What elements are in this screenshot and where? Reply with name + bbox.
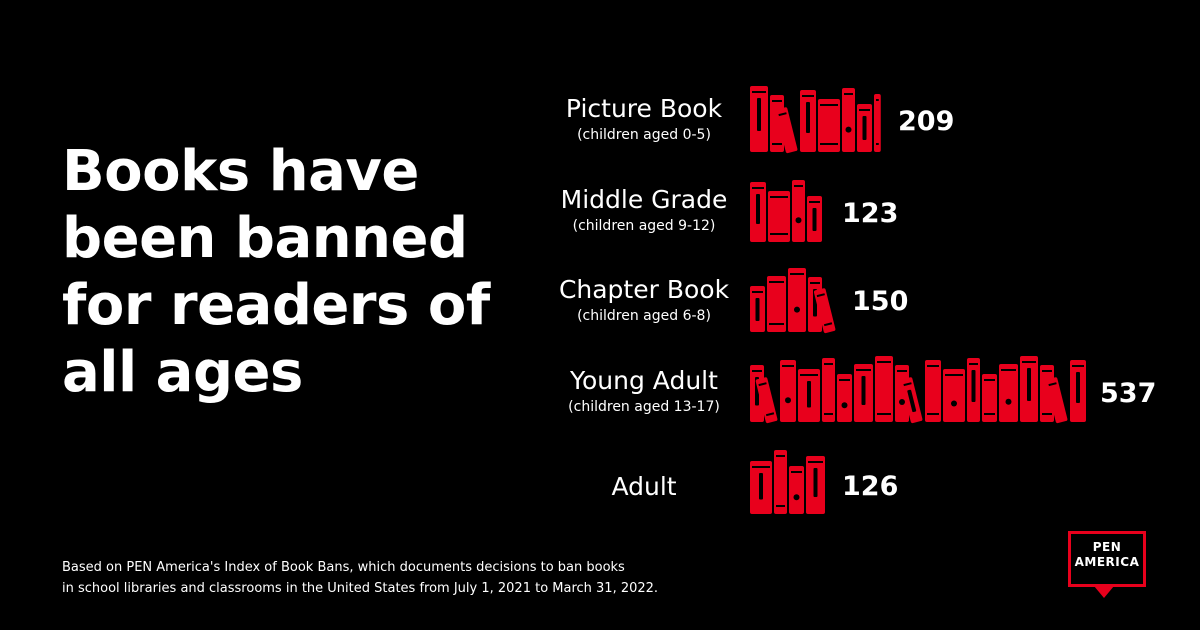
- category-name: Young Adult: [570, 366, 718, 395]
- book-icon: [755, 377, 778, 424]
- category-label-young-adult: Young Adult (children aged 13-17): [514, 366, 774, 418]
- book-icon: [750, 182, 766, 242]
- book-icon: [813, 288, 836, 334]
- book-icon: [789, 466, 804, 514]
- footnote-line: Based on PEN America's Index of Book Ban…: [62, 560, 625, 575]
- category-subtitle: (children aged 0-5): [577, 127, 711, 143]
- bar-picture-book: [750, 86, 881, 154]
- book-icon: [750, 461, 772, 514]
- headline-line: all ages: [62, 340, 303, 405]
- book-icon: [875, 356, 893, 422]
- book-icon: [842, 88, 855, 152]
- bar-young-adult: [750, 356, 1086, 424]
- book-icon: [806, 456, 825, 514]
- category-name: Chapter Book: [558, 275, 730, 304]
- book-icon: [1045, 377, 1068, 424]
- book-icon: [999, 364, 1018, 422]
- book-icon: [857, 104, 872, 152]
- book-icon: [818, 99, 840, 152]
- value-label-young-adult: 537: [1100, 378, 1157, 409]
- book-icon: [854, 364, 873, 422]
- bar-adult: [750, 450, 825, 514]
- logo-speech-bubble: [1068, 531, 1146, 587]
- category-label-chapter-book: Chapter Book (children aged 6-8): [514, 275, 774, 327]
- book-icon: [807, 196, 822, 242]
- book-icon: [925, 360, 941, 422]
- bar-chapter-book: [750, 268, 836, 334]
- pen-america-logo: PEN AMERICA: [1068, 531, 1150, 603]
- book-icon: [750, 286, 765, 332]
- category-label-picture-book: Picture Book (children aged 0-5): [514, 94, 774, 146]
- category-label-adult: Adult: [514, 472, 774, 502]
- book-icon: [798, 369, 820, 422]
- category-name: Picture Book: [565, 94, 723, 123]
- book-icon: [982, 374, 997, 422]
- logo-line-pen: PEN: [1092, 540, 1122, 554]
- source-footnote: Based on PEN America's Index of Book Ban…: [62, 557, 762, 599]
- book-icon: [788, 268, 806, 332]
- headline-line: been banned: [62, 206, 468, 271]
- value-label-chapter-book: 150: [852, 286, 909, 317]
- headline-line: Books have: [62, 139, 419, 204]
- value-label-adult: 126: [842, 471, 899, 502]
- book-icon: [874, 94, 881, 152]
- bar-middle-grade: [750, 180, 822, 242]
- book-icon: [900, 377, 923, 424]
- book-icon: [780, 360, 796, 422]
- book-icon: [1020, 356, 1038, 422]
- book-icon: [822, 358, 835, 422]
- category-subtitle: (children aged 6-8): [577, 308, 711, 324]
- book-icon: [774, 450, 787, 514]
- logo-bubble-tail: [1094, 586, 1114, 598]
- footnote-line: in school libraries and classrooms in th…: [62, 581, 659, 596]
- category-subtitle: (children aged 13-17): [568, 399, 720, 415]
- value-label-middle-grade: 123: [842, 198, 899, 229]
- logo-line-america: AMERICA: [1074, 555, 1140, 569]
- headline-line: for readers of: [62, 273, 490, 338]
- value-label-picture-book: 209: [898, 106, 955, 137]
- book-icon: [800, 90, 816, 152]
- book-icon: [967, 358, 980, 422]
- book-icon: [750, 86, 768, 152]
- headline: Books have been banned for readers of al…: [62, 138, 532, 406]
- book-icon: [767, 276, 786, 332]
- book-icon: [837, 374, 852, 422]
- category-name: Middle Grade: [560, 185, 728, 214]
- logo-wordmark: PEN AMERICA: [1068, 540, 1146, 570]
- category-name: Adult: [611, 472, 677, 501]
- book-icon: [943, 369, 965, 422]
- category-label-middle-grade: Middle Grade (children aged 9-12): [514, 185, 774, 237]
- book-icon: [775, 107, 798, 154]
- category-subtitle: (children aged 9-12): [572, 218, 716, 234]
- book-icon: [792, 180, 805, 242]
- book-icon: [1070, 360, 1086, 422]
- book-icon: [768, 191, 790, 242]
